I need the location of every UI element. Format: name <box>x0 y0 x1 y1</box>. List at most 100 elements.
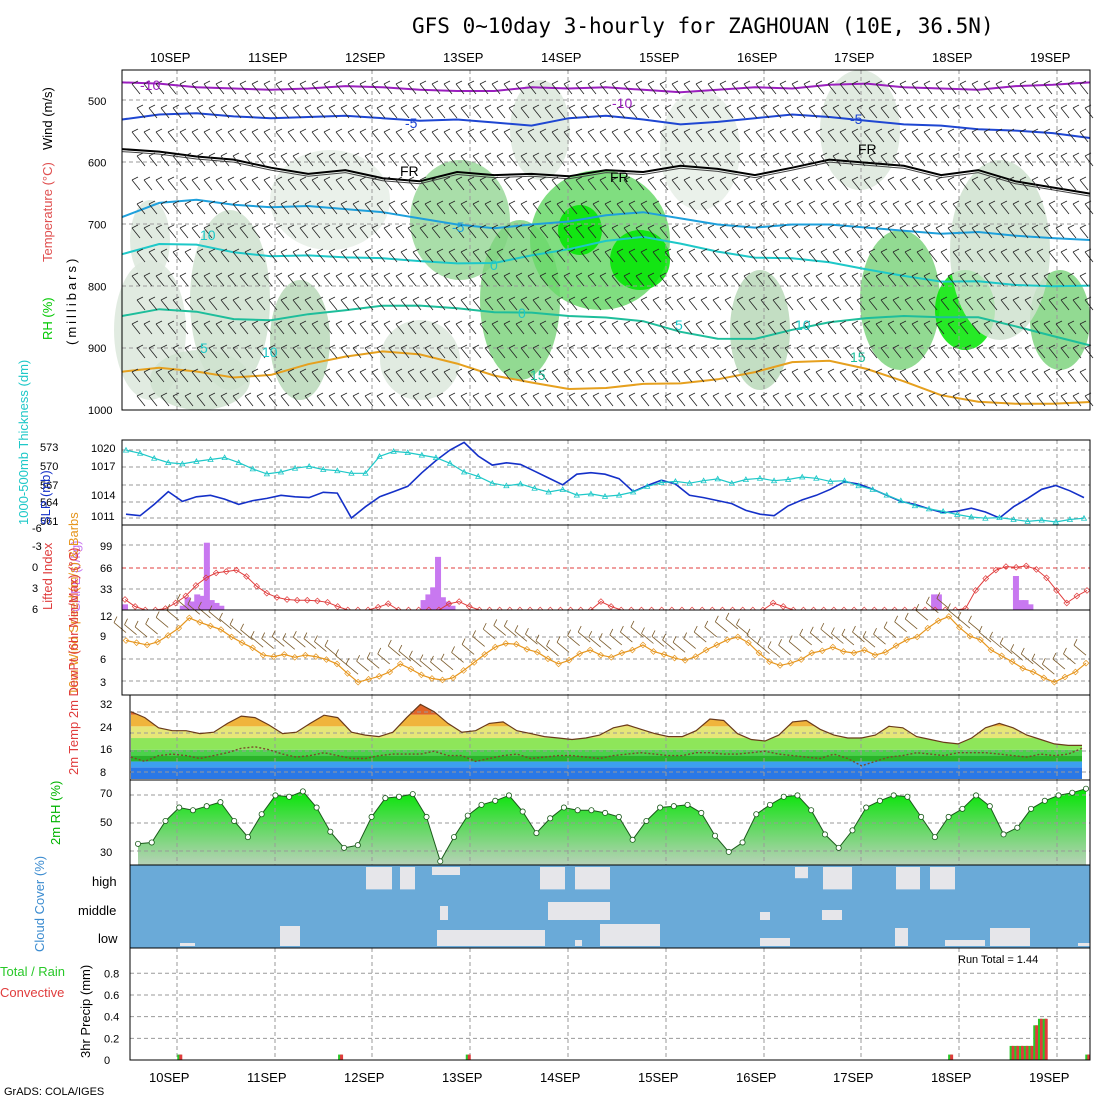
wind-barb <box>340 152 350 167</box>
wind-barb <box>448 296 458 311</box>
wind-barb <box>203 224 213 239</box>
wind-barb <box>215 176 225 191</box>
wind-barb <box>755 320 765 335</box>
wind-barb <box>676 296 686 311</box>
wind-speed-marker <box>291 654 299 661</box>
wind-barb <box>388 248 398 263</box>
wind-barb <box>1036 248 1046 263</box>
wind-barb-10m <box>134 620 148 638</box>
wind-barb <box>755 128 765 143</box>
wind-barb <box>1079 320 1089 335</box>
wind-barb <box>1024 200 1034 215</box>
wind-speed-marker <box>354 678 362 686</box>
slp-tick-label: 1017 <box>91 461 115 473</box>
wind-barb-10m <box>1073 639 1087 656</box>
wind-barb <box>304 104 314 119</box>
wind-barb <box>887 128 897 143</box>
wind-barb <box>604 200 614 215</box>
wind-barb <box>923 320 933 335</box>
rh-marker <box>863 804 870 811</box>
wind-barb <box>479 128 489 143</box>
wind-barb <box>815 368 825 383</box>
upper-air-ylabel-temp: Temperature (°C) <box>40 162 55 262</box>
wind-barb <box>227 128 237 143</box>
wind-barb <box>268 344 278 359</box>
wind-barb <box>436 200 446 215</box>
thickness-marker <box>136 449 144 456</box>
wind-barb <box>496 344 506 359</box>
wind-barb <box>424 344 434 359</box>
wind-barb <box>491 224 501 239</box>
precip-legend-total: Total / Rain <box>0 964 65 979</box>
wind-barb <box>856 392 866 407</box>
wind-barb <box>347 176 357 191</box>
wind-barb-10m <box>809 626 823 644</box>
wind-barb <box>844 392 854 407</box>
wind-barb <box>232 392 242 407</box>
wind-barb <box>1048 200 1058 215</box>
wind-barb <box>659 224 669 239</box>
wind-barb <box>952 296 962 311</box>
wind-barb <box>935 224 945 239</box>
wind-barb <box>760 296 770 311</box>
wind-barb <box>1007 128 1017 143</box>
wind-barb <box>880 200 890 215</box>
thickness-marker <box>770 477 778 484</box>
wind-speed-marker <box>196 618 204 626</box>
precip-tick-label: 0.4 <box>104 1012 119 1024</box>
cape-bar <box>213 602 220 610</box>
wind-barb <box>611 224 621 239</box>
wind-barb <box>155 320 165 335</box>
date-label-top: 14SEP <box>541 50 581 65</box>
wind-barb <box>664 392 674 407</box>
wind-barb <box>1036 344 1046 359</box>
wind-barb <box>323 176 333 191</box>
wind-barb <box>707 272 717 287</box>
wind-barb <box>160 344 170 359</box>
wind-speed-marker <box>723 636 731 644</box>
wind-barb <box>371 368 381 383</box>
wind-barb <box>304 344 314 359</box>
cloud-high-block <box>432 867 460 875</box>
wind-barb <box>1072 392 1082 407</box>
wind-barb <box>916 200 926 215</box>
cape-bar <box>194 594 201 610</box>
wind-speed-marker <box>882 648 889 656</box>
wind-barb <box>304 152 314 167</box>
precip-bar-convective <box>1039 1018 1043 1060</box>
wind-barb <box>551 176 561 191</box>
wind-barb <box>832 152 842 167</box>
wind-speed-marker <box>365 675 372 683</box>
wind-barb <box>736 392 746 407</box>
wind-speed-marker <box>1008 658 1016 666</box>
wind-barb <box>988 152 998 167</box>
temp-band <box>131 755 1082 762</box>
lifted-index-marker <box>192 582 200 589</box>
wind-barb <box>527 368 537 383</box>
wind-barb <box>599 368 609 383</box>
wind-barb <box>1007 368 1017 383</box>
precip-background <box>130 948 1090 1060</box>
wind-barb <box>556 296 566 311</box>
thickness-marker <box>446 459 454 466</box>
wind-barb <box>400 152 410 167</box>
date-label-top: 18SEP <box>932 50 972 65</box>
wind-barb <box>244 248 254 263</box>
wind-barb <box>767 176 777 191</box>
wind-barb <box>184 296 194 311</box>
rh-marker <box>835 844 842 851</box>
rh-marker <box>368 813 375 820</box>
wind-barb <box>347 80 357 95</box>
wind-barb <box>491 80 501 95</box>
wind-barb <box>964 344 974 359</box>
wind-barb <box>911 320 921 335</box>
wind-barb <box>263 224 273 239</box>
wind-barb <box>352 152 362 167</box>
wind-barb <box>443 80 453 95</box>
cape-tick-label: 99 <box>100 541 112 553</box>
wind-barb <box>947 320 957 335</box>
wind-barb <box>568 344 578 359</box>
wind-barb <box>563 128 573 143</box>
wind-barb <box>964 248 974 263</box>
wind-barb <box>400 296 410 311</box>
